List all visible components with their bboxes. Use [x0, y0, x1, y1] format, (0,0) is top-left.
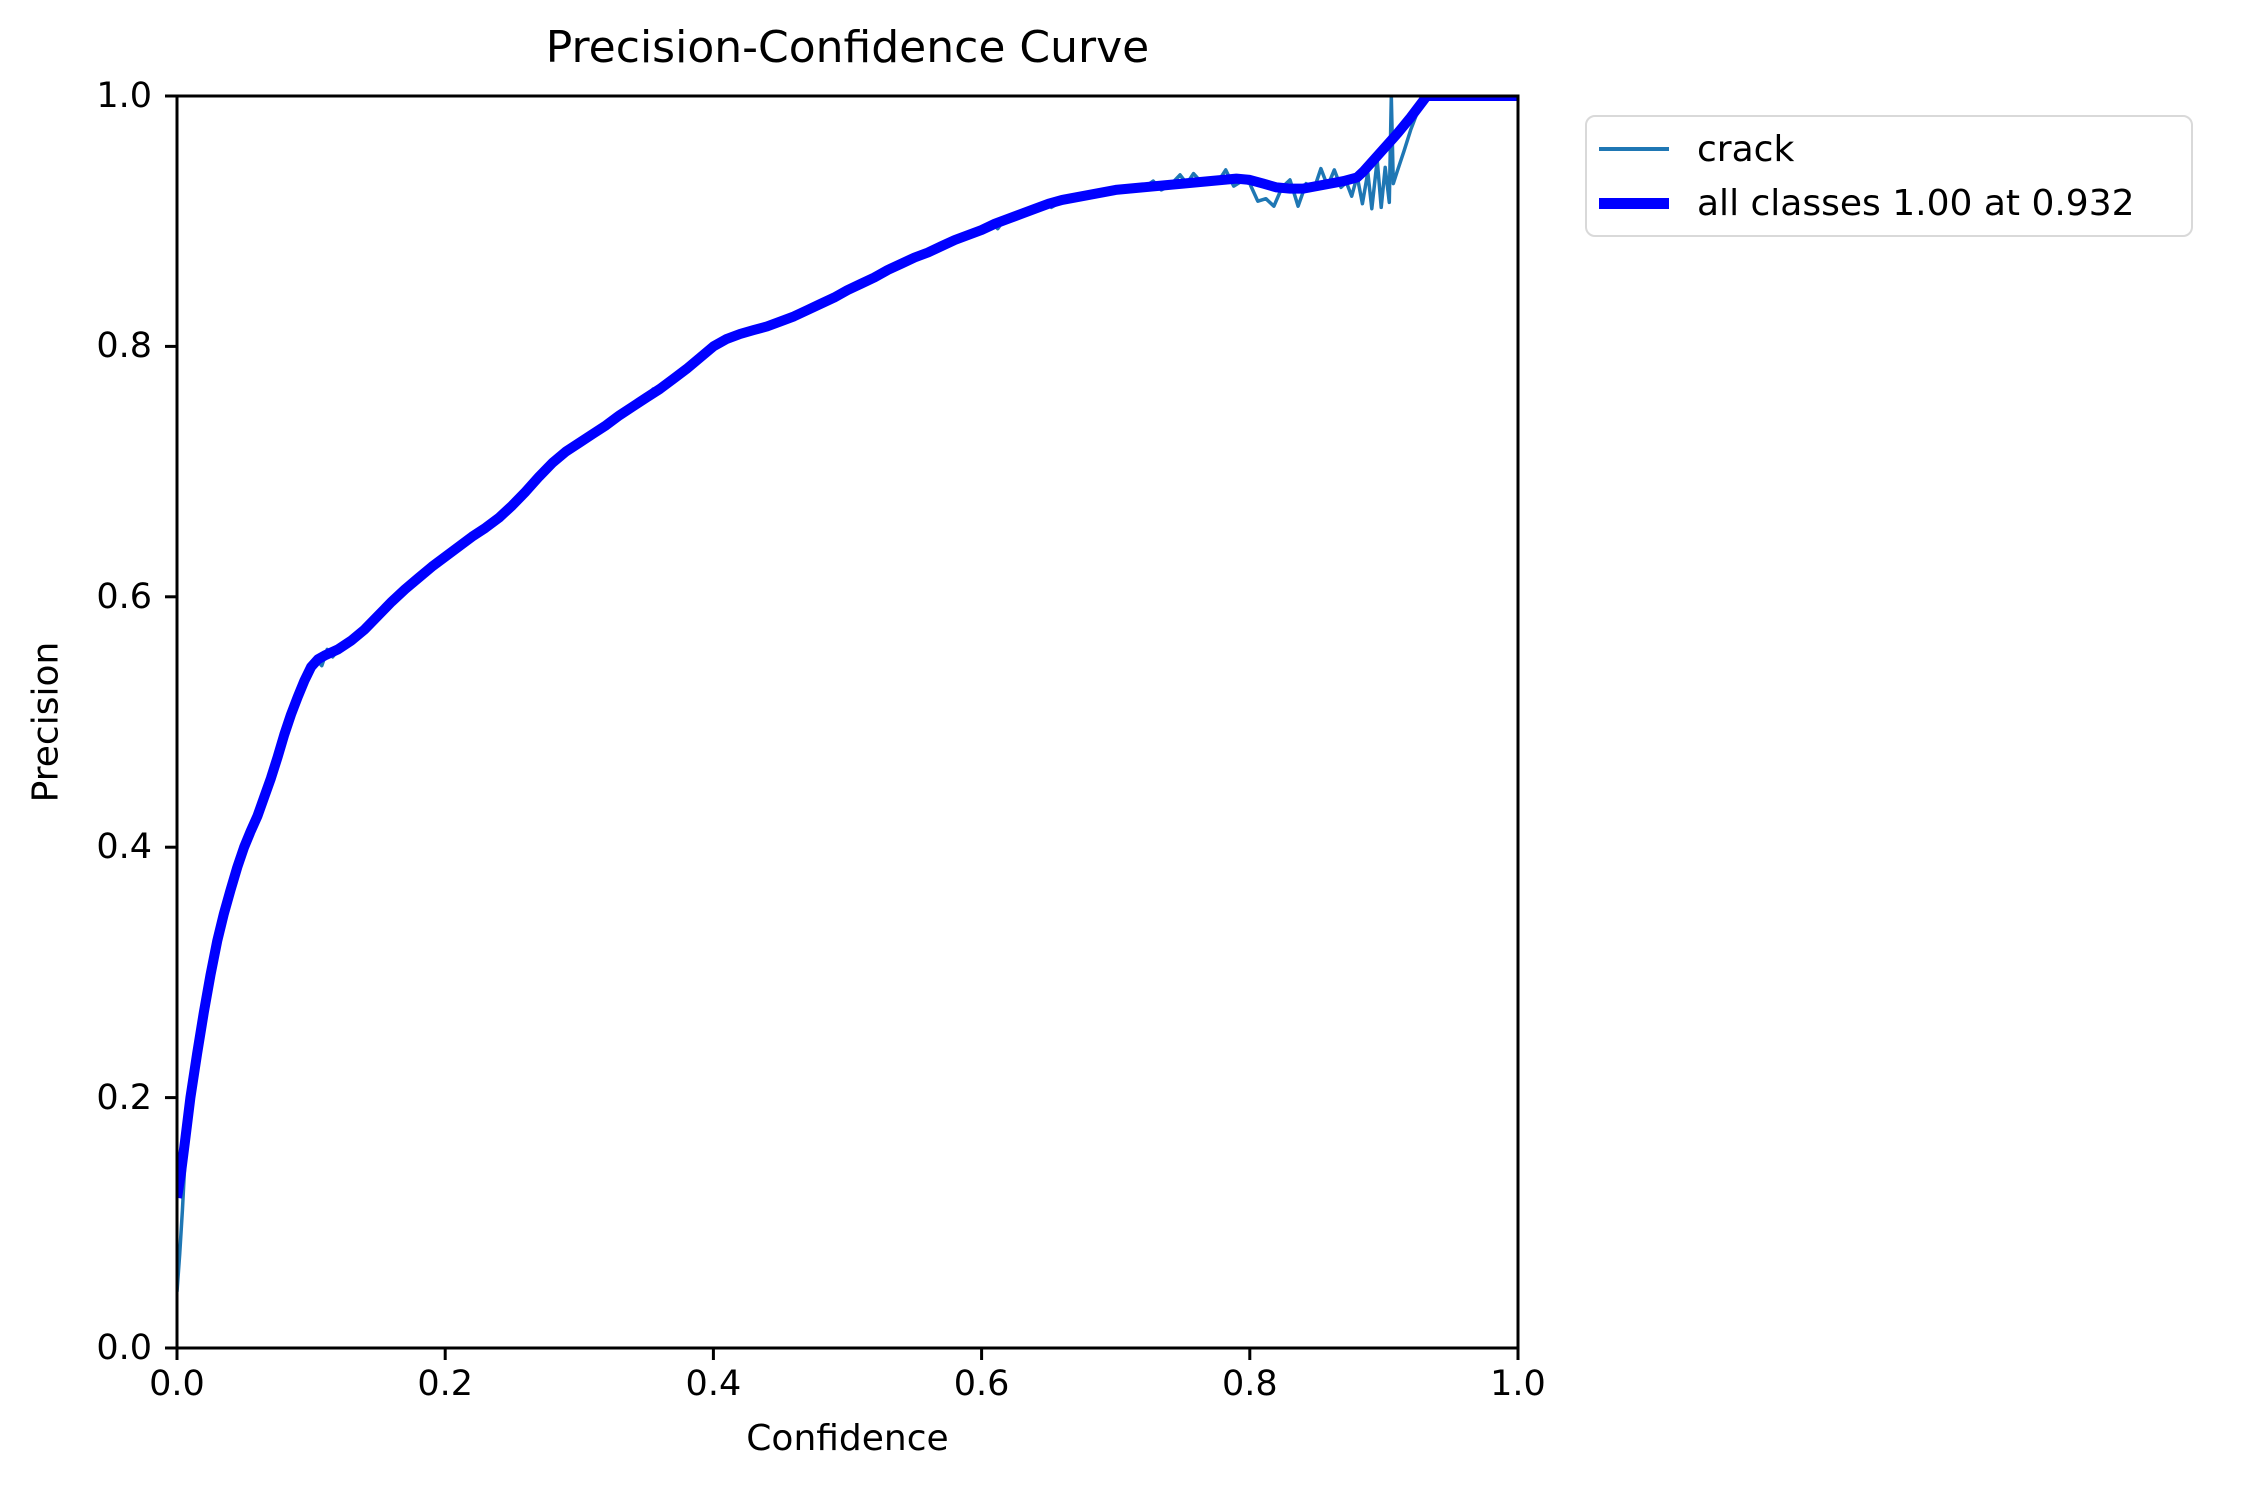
axes-frame — [175, 94, 1520, 1350]
y-tick-label: 1.0 — [96, 76, 152, 116]
y-axis-label: Precision — [25, 641, 67, 803]
x-tick-label: 1.0 — [1490, 1364, 1546, 1404]
y-tick-label: 0.8 — [96, 326, 152, 367]
series-line-crack — [177, 96, 1518, 1292]
legend-item-crack: crack — [1599, 123, 2181, 175]
x-tick-label: 0.8 — [1221, 1364, 1278, 1404]
legend-label-crack: crack — [1697, 128, 1795, 170]
curves-group — [177, 96, 1518, 1292]
y-tick-label: 0.0 — [96, 1328, 152, 1368]
legend-label-all-classes: all classes 1.00 at 0.932 — [1697, 182, 2135, 224]
y-tick-label: 0.6 — [96, 576, 152, 617]
legend-item-all-classes: all classes 1.00 at 0.932 — [1599, 177, 2181, 229]
x-tick-label: 0.6 — [953, 1364, 1010, 1404]
chart-title: Precision-Confidence Curve — [545, 22, 1150, 73]
legend-line-sample-crack — [1599, 147, 1669, 151]
y-tick-label: 0.4 — [96, 827, 152, 868]
x-tick-label: 0.2 — [417, 1364, 474, 1404]
x-tick-label: 0.0 — [149, 1364, 205, 1404]
y-tick-label: 0.2 — [96, 1077, 152, 1118]
legend: crack all classes 1.00 at 0.932 — [1585, 115, 2193, 237]
legend-line-sample-all-classes — [1599, 197, 1669, 209]
x-tick-label: 0.4 — [685, 1364, 742, 1404]
series-line-all-classes-1-00-at-0-932 — [177, 96, 1518, 1199]
x-axis-label: Confidence — [746, 1418, 949, 1459]
tick-marks — [165, 94, 1520, 1360]
